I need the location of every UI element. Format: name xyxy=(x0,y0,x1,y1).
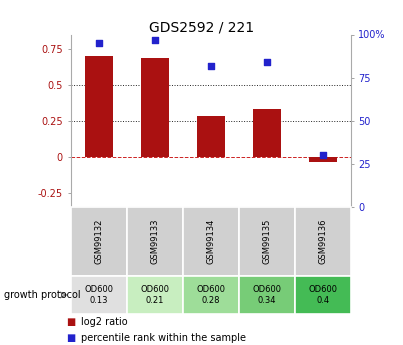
Text: GSM99133: GSM99133 xyxy=(150,219,159,264)
Bar xyxy=(85,56,112,157)
Bar xyxy=(183,276,239,314)
Bar xyxy=(71,207,127,276)
Text: percentile rank within the sample: percentile rank within the sample xyxy=(81,333,245,343)
Point xyxy=(264,59,270,65)
Text: OD600
0.21: OD600 0.21 xyxy=(140,285,169,305)
Text: OD600
0.28: OD600 0.28 xyxy=(196,285,225,305)
Text: GSM99136: GSM99136 xyxy=(318,219,327,264)
Text: GSM99134: GSM99134 xyxy=(206,219,215,264)
Point xyxy=(320,152,326,158)
Text: OD600
0.13: OD600 0.13 xyxy=(84,285,113,305)
Text: ■: ■ xyxy=(66,317,76,327)
Text: GDS2592 / 221: GDS2592 / 221 xyxy=(149,21,254,35)
Bar xyxy=(183,207,239,276)
Point xyxy=(208,63,214,68)
Text: GSM99135: GSM99135 xyxy=(262,219,271,264)
Text: OD600
0.34: OD600 0.34 xyxy=(252,285,281,305)
Text: GSM99132: GSM99132 xyxy=(94,219,103,264)
Bar xyxy=(239,276,295,314)
Bar xyxy=(197,117,224,157)
Bar xyxy=(71,276,127,314)
Bar xyxy=(141,58,168,157)
Bar xyxy=(127,207,183,276)
Text: OD600
0.4: OD600 0.4 xyxy=(308,285,337,305)
Bar xyxy=(239,207,295,276)
Bar xyxy=(127,276,183,314)
Bar xyxy=(295,276,351,314)
Bar xyxy=(295,207,351,276)
Bar xyxy=(309,157,337,162)
Point xyxy=(152,37,158,42)
Text: growth protocol: growth protocol xyxy=(4,290,81,300)
Text: ■: ■ xyxy=(66,333,76,343)
Point xyxy=(95,40,102,46)
Text: log2 ratio: log2 ratio xyxy=(81,317,127,327)
Bar xyxy=(253,109,280,157)
